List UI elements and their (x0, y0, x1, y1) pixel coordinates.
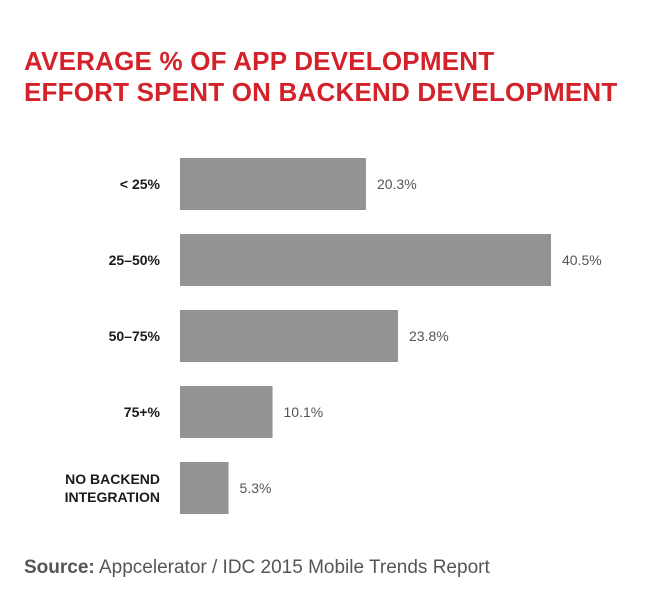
bar-3 (180, 386, 273, 438)
source-text: Appcelerator / IDC 2015 Mobile Trends Re… (98, 557, 490, 578)
bar-2 (180, 310, 399, 362)
category-label-2: 50–75% (109, 328, 161, 344)
chart-title-line-1: AVERAGE % OF APP DEVELOPMENT (24, 46, 495, 76)
category-label-4-line-1: INTEGRATION (65, 489, 160, 505)
chart-title: AVERAGE % OF APP DEVELOPMENT EFFORT SPEN… (24, 46, 617, 108)
category-label-0: < 25% (120, 176, 161, 192)
value-label-0: 20.3% (377, 176, 417, 192)
category-label-3: 75+% (124, 404, 161, 420)
bar-4 (180, 462, 229, 514)
source-note: Source: Appcelerator / IDC 2015 Mobile T… (24, 557, 490, 579)
bar-1 (180, 234, 551, 286)
value-label-1: 40.5% (562, 252, 602, 268)
value-label-4: 5.3% (240, 480, 272, 496)
value-label-2: 23.8% (409, 328, 449, 344)
value-label-3: 10.1% (284, 404, 324, 420)
bar-0 (180, 158, 366, 210)
chart-title-line-2: EFFORT SPENT ON BACKEND DEVELOPMENT (24, 77, 618, 107)
category-label-1: 25–50% (109, 252, 161, 268)
source-label: Source: (24, 557, 95, 578)
category-label-4-line-0: NO BACKEND (65, 471, 160, 487)
